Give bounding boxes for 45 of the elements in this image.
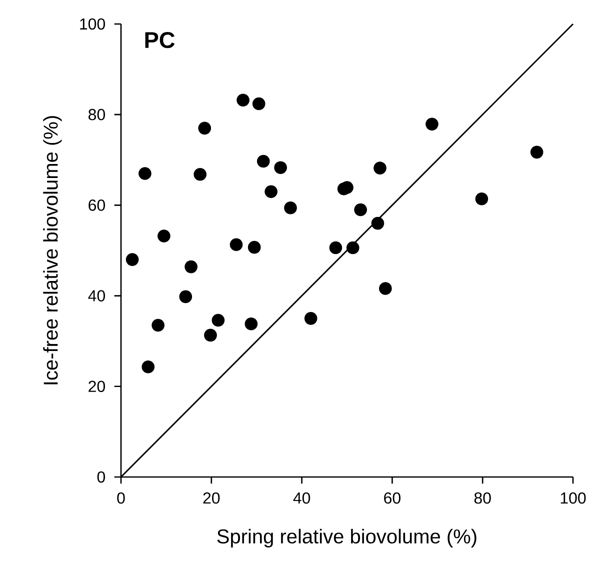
x-tick-label: 60 xyxy=(384,492,400,504)
point xyxy=(126,253,139,266)
point xyxy=(248,240,261,254)
point xyxy=(236,94,250,106)
y-tick-label: 60 xyxy=(88,200,106,211)
y-tick-label: 20 xyxy=(88,380,106,392)
x-tick-label: 100 xyxy=(560,492,586,504)
x-axis-title: Spring relative biovolume (%) xyxy=(217,528,476,548)
point xyxy=(184,260,198,274)
point xyxy=(530,146,544,159)
point xyxy=(329,241,342,254)
chart-title: PC xyxy=(145,32,175,48)
point xyxy=(354,203,367,216)
point xyxy=(158,230,170,242)
point xyxy=(198,122,212,135)
point xyxy=(264,185,278,198)
point xyxy=(212,314,225,327)
y-tick-label: 80 xyxy=(88,108,106,120)
y-tick-label: 40 xyxy=(88,290,106,302)
point xyxy=(426,118,438,131)
x-tick-label: 80 xyxy=(474,492,491,504)
point xyxy=(304,312,318,325)
point xyxy=(152,318,164,332)
point xyxy=(204,328,217,342)
point xyxy=(374,162,386,174)
point xyxy=(284,202,297,214)
point xyxy=(371,216,384,230)
point xyxy=(179,290,192,304)
point xyxy=(274,161,287,174)
y-tick-label: 100 xyxy=(80,18,105,30)
x-tick-label: 0 xyxy=(117,492,125,504)
x-tick-label: 40 xyxy=(293,492,310,504)
y-axis-title: Ice-free relative biovolume (%) xyxy=(43,116,62,384)
y-tick-label: 0 xyxy=(97,471,106,483)
point xyxy=(252,97,266,110)
point xyxy=(142,360,155,374)
point xyxy=(346,241,360,254)
point xyxy=(244,317,258,330)
x-tick-label: 20 xyxy=(203,492,220,504)
point xyxy=(379,282,392,295)
point xyxy=(256,154,270,168)
point xyxy=(194,168,207,181)
point xyxy=(230,238,243,251)
point xyxy=(475,192,488,206)
point xyxy=(138,167,152,180)
